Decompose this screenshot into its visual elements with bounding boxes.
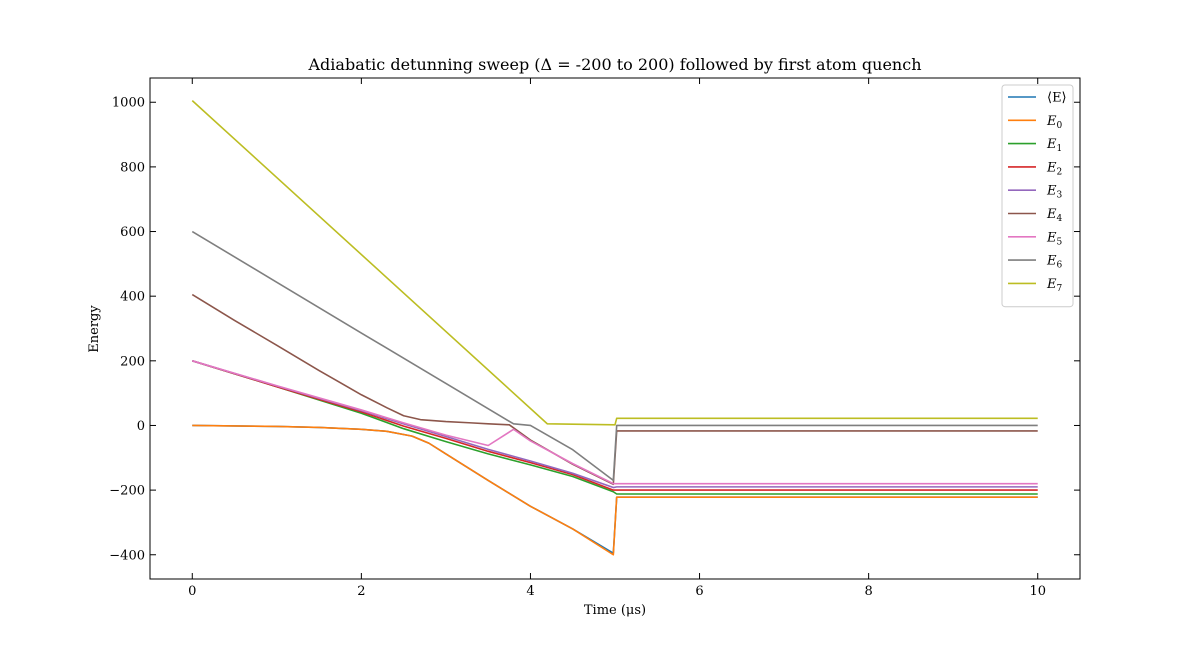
legend-entry: E2 [1046,160,1062,177]
legend-entry: E7 [1046,277,1063,294]
y-tick-label: 0 [137,419,145,434]
series-line-e1 [192,360,1038,495]
legend: ⟨E⟩ E0 E1 E2 E3 E4 E5 E6 E7 [1001,84,1074,308]
legend-entry: E6 [1046,254,1063,271]
y-tick-label: 800 [120,160,145,175]
series-line-e6 [191,230,1038,482]
legend-box [1001,84,1074,308]
legend-entry: E3 [1046,184,1063,201]
y-tick-label: 600 [120,225,145,240]
y-axis-label: Energy [87,305,102,353]
x-axis: 0 2 4 6 8 10 [188,78,1046,599]
series-line-e7 [191,100,1038,426]
y-tick-label: −400 [109,548,145,563]
series-line-e2 [192,360,1038,491]
plot-frame [149,77,1081,580]
y-tick-label: 400 [120,290,145,305]
y-tick-label: −200 [109,484,145,499]
y-tick-label: 200 [120,354,145,369]
x-tick-label: 6 [695,584,703,599]
legend-entry: E1 [1046,137,1062,154]
legend-entry: E5 [1046,230,1063,247]
x-tick-label: 10 [1029,584,1046,599]
legend-entry: ⟨E⟩ [1047,91,1067,106]
x-tick-label: 2 [357,584,365,599]
y-axis: −400 −200 0 200 400 600 800 1000 [109,96,1080,563]
legend-entry: E4 [1046,207,1063,224]
x-axis-label: Time (μs) [584,603,646,618]
chart-title: Adiabatic detunning sweep (Δ = -200 to 2… [308,55,922,74]
x-tick-label: 8 [864,584,872,599]
series-line-e5 [192,360,1038,485]
plot-lines [191,100,1038,556]
legend-entry: E0 [1046,114,1063,131]
x-tick-label: 4 [526,584,534,599]
series-line-e0 [192,424,1038,556]
x-tick-label: 0 [188,584,196,599]
y-tick-label: 1000 [112,96,145,111]
